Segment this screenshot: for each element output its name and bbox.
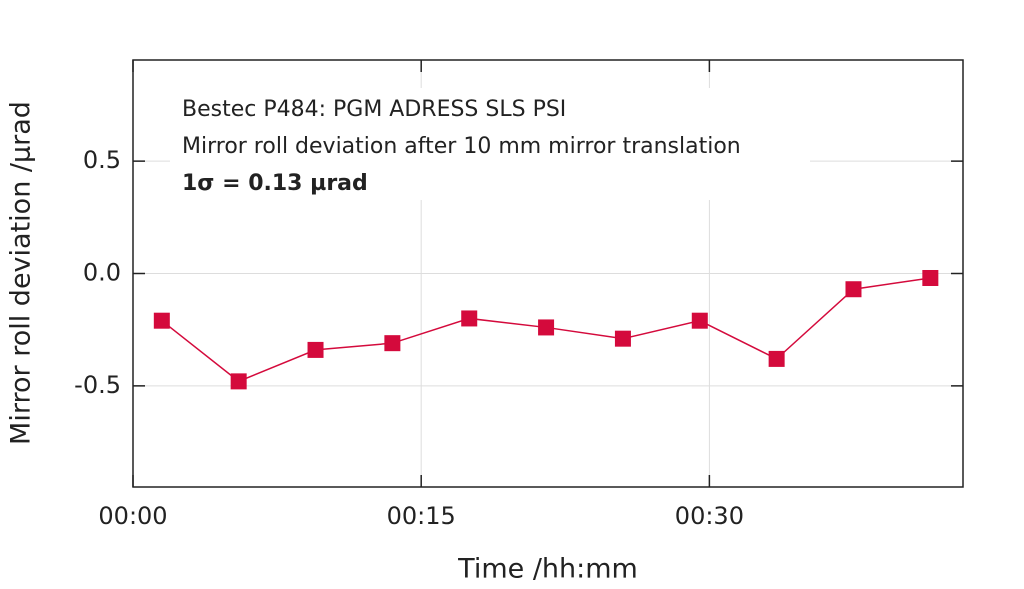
data-point bbox=[461, 310, 478, 327]
data-point bbox=[384, 335, 401, 352]
x-tick-label: 00:30 bbox=[675, 502, 744, 530]
data-point bbox=[307, 341, 324, 358]
data-point bbox=[230, 373, 247, 390]
y-tick-label: 0.5 bbox=[83, 146, 121, 174]
data-point bbox=[614, 330, 631, 347]
data-point bbox=[153, 312, 170, 329]
x-tick-label: 00:15 bbox=[387, 502, 456, 530]
y-axis-label: Mirror roll deviation /µrad bbox=[6, 101, 37, 445]
data-point bbox=[691, 312, 708, 329]
y-tick-label: 0.0 bbox=[83, 259, 121, 287]
y-tick-label: -0.5 bbox=[74, 371, 121, 399]
data-point bbox=[845, 281, 862, 298]
data-point bbox=[922, 269, 939, 286]
annotation: 1σ = 0.13 µrad bbox=[182, 171, 368, 196]
annotation-box bbox=[170, 88, 810, 200]
x-axis-label: Time /hh:mm bbox=[457, 554, 638, 585]
annotation: Bestec P484: PGM ADRESS SLS PSI bbox=[182, 97, 566, 122]
annotation: Mirror roll deviation after 10 mm mirror… bbox=[182, 134, 741, 159]
data-point bbox=[538, 319, 555, 336]
data-point bbox=[768, 350, 785, 367]
x-tick-label: 00:00 bbox=[98, 502, 167, 530]
